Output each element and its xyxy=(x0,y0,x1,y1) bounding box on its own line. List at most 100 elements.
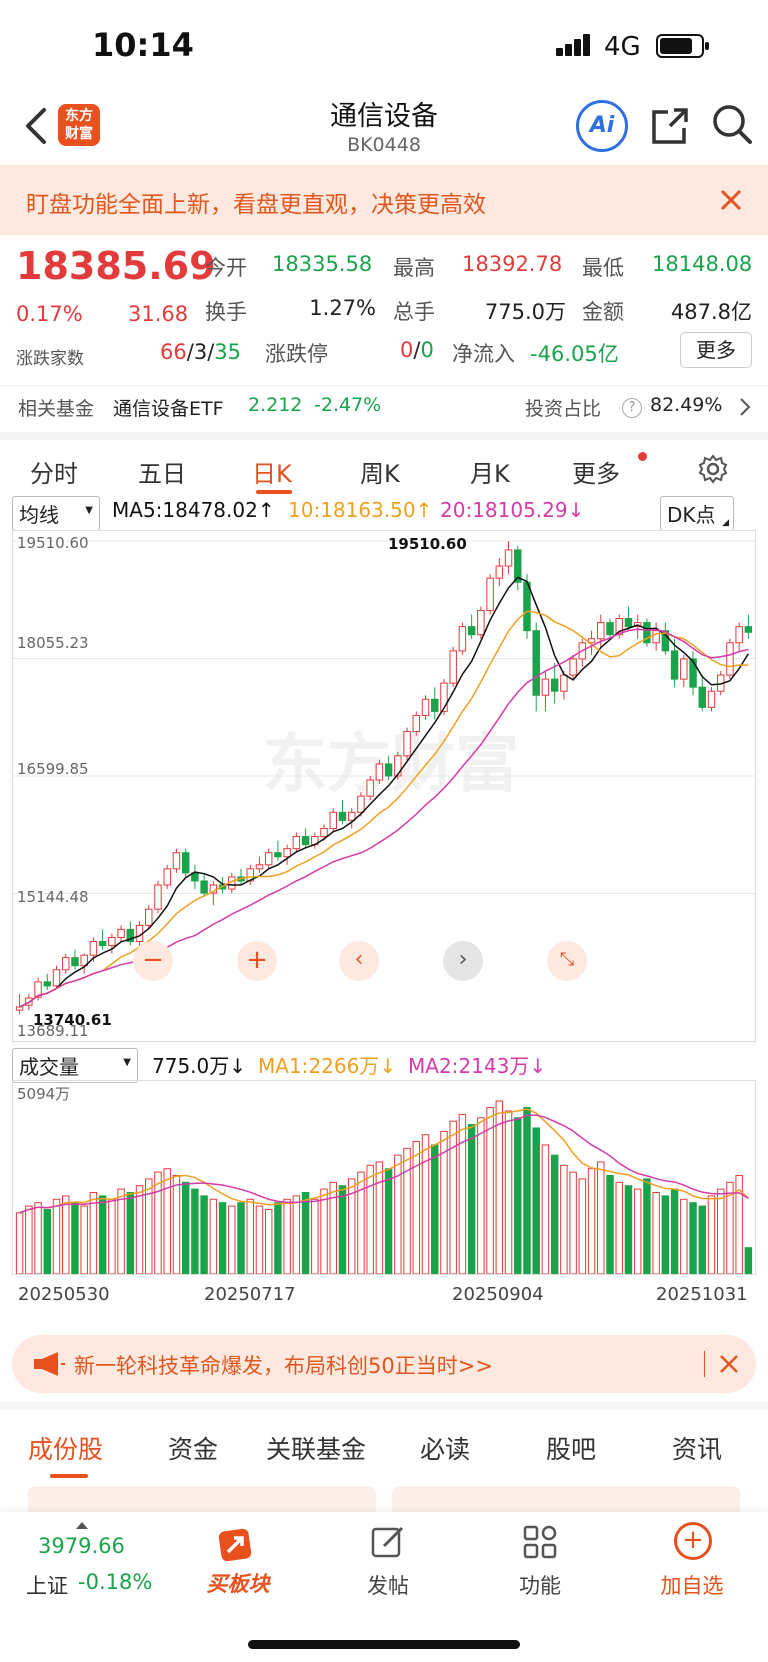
index-value[interactable]: 3979.66 xyxy=(38,1534,125,1558)
tab-forum[interactable]: 股吧 xyxy=(546,1435,597,1464)
tab-intraday[interactable]: 分时 xyxy=(30,460,78,488)
functions-icon[interactable] xyxy=(522,1524,558,1560)
help-icon[interactable]: ? xyxy=(622,398,642,418)
ma20-line xyxy=(19,628,749,1008)
volume-max-label: 5094万 xyxy=(17,1085,70,1103)
candle xyxy=(735,626,743,644)
settings-icon[interactable] xyxy=(698,454,728,484)
volume-value: 775.0万 xyxy=(484,300,566,324)
candle xyxy=(587,638,596,644)
search-icon[interactable] xyxy=(710,102,754,148)
tab-funds-flow[interactable]: 资金 xyxy=(168,1435,219,1464)
buy-board-icon[interactable] xyxy=(214,1526,258,1566)
amount-label: 金额 xyxy=(582,300,624,324)
candle xyxy=(523,581,531,632)
volume-bar xyxy=(486,1107,494,1275)
zoom-in-button[interactable]: + xyxy=(237,941,277,981)
volume-bar xyxy=(412,1141,421,1275)
ma10-line xyxy=(19,610,749,1008)
volume-bar xyxy=(34,1202,42,1275)
add-watch-icon[interactable]: + xyxy=(674,1522,712,1560)
candle xyxy=(504,549,513,567)
ai-button[interactable]: Ai xyxy=(576,100,628,152)
volume-bar xyxy=(320,1188,328,1275)
date-label-2: 20250717 xyxy=(204,1284,296,1305)
dk-select[interactable]: DK点 ◢ xyxy=(660,496,734,531)
tab-constituents[interactable]: 成份股 xyxy=(28,1435,104,1464)
fund-name: 通信设备ETF xyxy=(113,398,224,420)
candle xyxy=(643,622,651,644)
volume-bar xyxy=(163,1168,171,1275)
volume-bar xyxy=(514,1117,522,1275)
tab-weekly-k[interactable]: 周K xyxy=(360,460,400,488)
zoom-out-button[interactable]: − xyxy=(133,941,173,981)
volume-bar xyxy=(181,1181,190,1275)
volume-bar xyxy=(560,1164,568,1275)
scroll-left-button[interactable]: ‹ xyxy=(339,941,379,981)
volume-select[interactable]: 成交量 ▼ xyxy=(12,1048,138,1083)
tab-news[interactable]: 资讯 xyxy=(672,1435,723,1464)
breadth-label: 涨跌家数 xyxy=(16,349,84,369)
candle xyxy=(412,714,421,733)
candle xyxy=(606,622,614,636)
volume-bar xyxy=(246,1198,254,1275)
active-tab-indicator xyxy=(256,490,292,494)
candle xyxy=(283,848,291,858)
volume-bar xyxy=(191,1188,199,1275)
promo-banner[interactable]: 盯盘功能全面上新，看盘更直观，决策更高效 xyxy=(0,165,768,235)
tab-must-read[interactable]: 必读 xyxy=(420,1435,471,1464)
scroll-right-button[interactable]: › xyxy=(443,941,483,981)
ratio-value: 82.49% xyxy=(650,394,723,416)
candle xyxy=(43,981,52,987)
add-watch-label[interactable]: 加自选 xyxy=(660,1574,724,1598)
change-pct: 0.17% xyxy=(16,302,83,326)
low-marker: 13740.61 xyxy=(33,1011,112,1029)
volume-bar xyxy=(384,1168,393,1275)
share-icon[interactable] xyxy=(648,104,692,148)
close-icon[interactable] xyxy=(718,187,744,213)
period-tabs: 分时 五日 日K 周K 月K 更多 xyxy=(0,432,768,494)
candle xyxy=(744,626,753,633)
post-icon[interactable] xyxy=(370,1524,406,1560)
candle xyxy=(449,650,457,684)
candle xyxy=(108,936,116,947)
more-button[interactable]: 更多 xyxy=(680,332,752,368)
candle xyxy=(163,868,171,886)
volume-chart[interactable]: 5094万 xyxy=(12,1080,756,1275)
functions-label[interactable]: 功能 xyxy=(519,1574,561,1598)
candle xyxy=(670,650,679,680)
volume-bar xyxy=(62,1195,70,1275)
signal-icon xyxy=(556,34,592,56)
candle xyxy=(154,884,162,910)
network-label: 4G xyxy=(604,32,641,62)
indicator-select[interactable]: 均线 ▼ xyxy=(12,496,100,531)
tab-daily-k[interactable]: 日K xyxy=(252,460,292,488)
post-label[interactable]: 发帖 xyxy=(367,1574,409,1598)
back-icon[interactable] xyxy=(22,104,52,148)
candle xyxy=(366,779,374,797)
tab-monthly-k[interactable]: 月K xyxy=(470,460,510,488)
chevron-right-icon[interactable] xyxy=(738,396,752,418)
tab-more[interactable]: 更多 xyxy=(572,460,620,488)
candle xyxy=(394,755,402,777)
volume-bar xyxy=(449,1120,457,1275)
volume-bar xyxy=(80,1205,88,1275)
volume-bar xyxy=(458,1113,467,1275)
bottom-nav: 3979.66 上证 -0.18% 买板块 发帖 功能 + 加自选 xyxy=(0,1512,768,1662)
fullscreen-button[interactable]: ⤡ xyxy=(547,941,587,981)
candle xyxy=(329,811,337,829)
candle xyxy=(347,811,356,821)
related-fund-row[interactable]: 相关基金 通信设备ETF 2.212 -2.47% 投资占比 ? 82.49% xyxy=(0,385,768,429)
limit-label: 涨跌停 xyxy=(265,342,328,366)
candle xyxy=(172,852,181,870)
low-label: 最低 xyxy=(582,256,624,280)
ad-banner[interactable]: 新一轮科技革命爆发，布局科创50正当时>> xyxy=(12,1335,756,1393)
candle xyxy=(338,811,347,821)
candle xyxy=(569,658,577,676)
tab-related-funds[interactable]: 关联基金 xyxy=(266,1435,367,1464)
buy-board-label[interactable]: 买板块 xyxy=(206,1572,270,1596)
candle xyxy=(292,836,301,850)
close-icon[interactable] xyxy=(718,1353,740,1375)
tab-five-day[interactable]: 五日 xyxy=(138,460,186,488)
